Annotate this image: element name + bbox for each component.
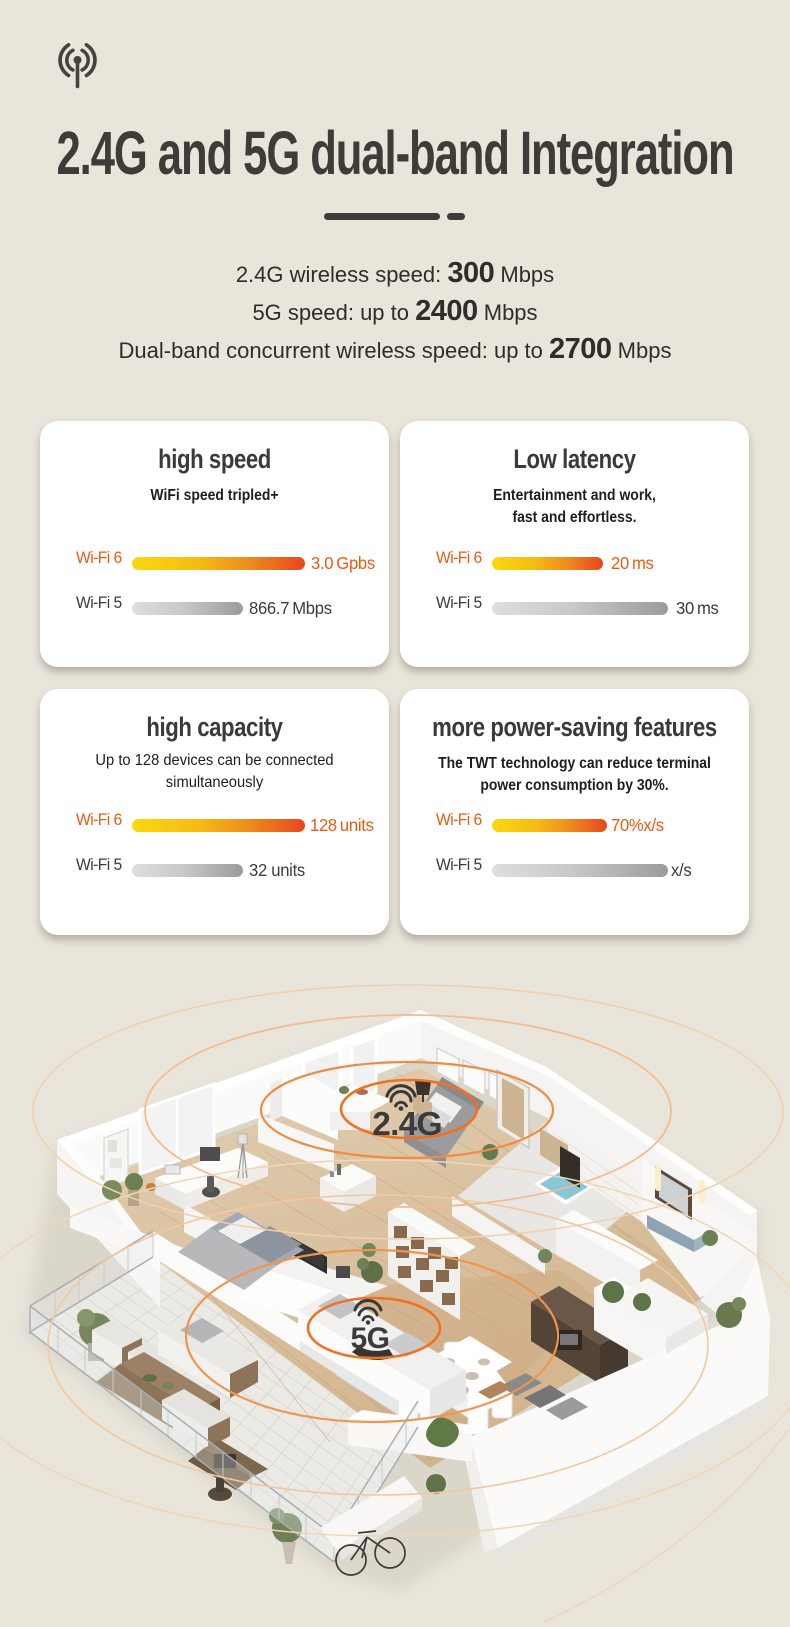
svg-text:2.4G: 2.4G: [372, 1106, 441, 1143]
svg-text:5G: 5G: [350, 1322, 389, 1355]
